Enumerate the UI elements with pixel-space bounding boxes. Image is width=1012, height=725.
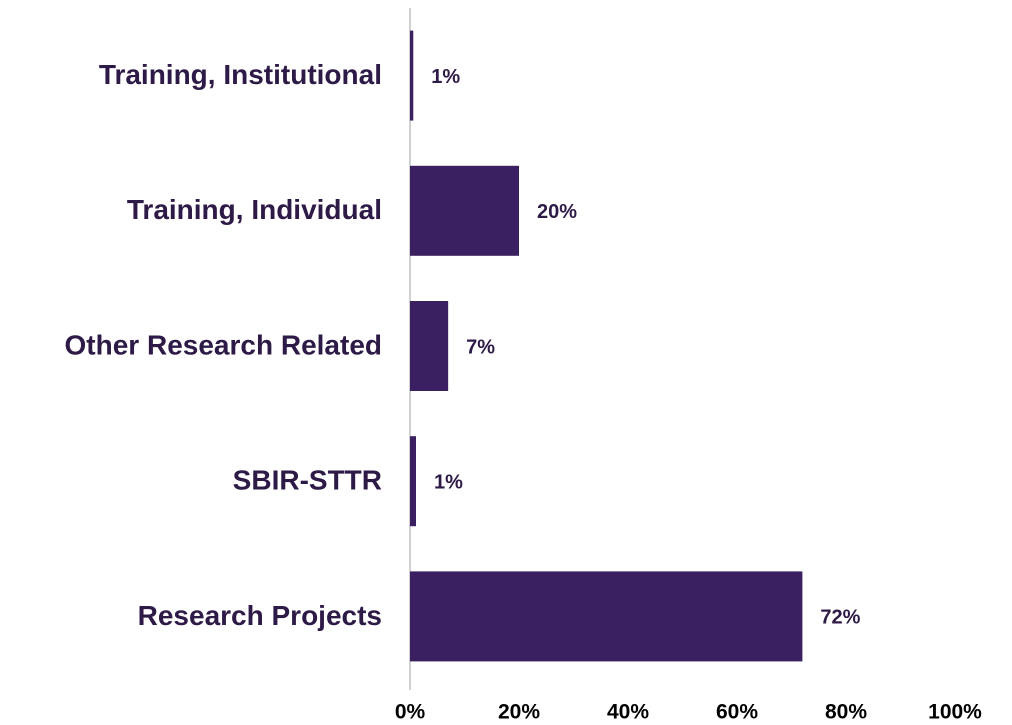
bar [410, 571, 803, 662]
value-label: 1% [434, 471, 463, 493]
x-tick-label: 0% [395, 701, 426, 724]
value-label: 7% [466, 336, 495, 358]
x-tick-label: 80% [825, 701, 867, 724]
value-label: 72% [820, 607, 860, 629]
y-tick-label: Training, Individual [127, 194, 382, 225]
y-tick-label: Other Research Related [65, 329, 382, 360]
bar [410, 165, 519, 256]
value-label: 20% [537, 201, 577, 223]
y-tick-label: Research Projects [138, 600, 382, 631]
x-tick-label: 100% [928, 701, 982, 724]
bar [410, 30, 414, 121]
value-label: 1% [431, 66, 460, 88]
y-tick-label: Training, Institutional [99, 59, 382, 90]
x-tick-label: 20% [498, 701, 540, 724]
x-tick-label: 60% [716, 701, 758, 724]
x-tick-label: 40% [607, 701, 649, 724]
y-tick-label: SBIR-STTR [233, 465, 382, 496]
bar [410, 436, 416, 527]
bar [410, 301, 449, 391]
